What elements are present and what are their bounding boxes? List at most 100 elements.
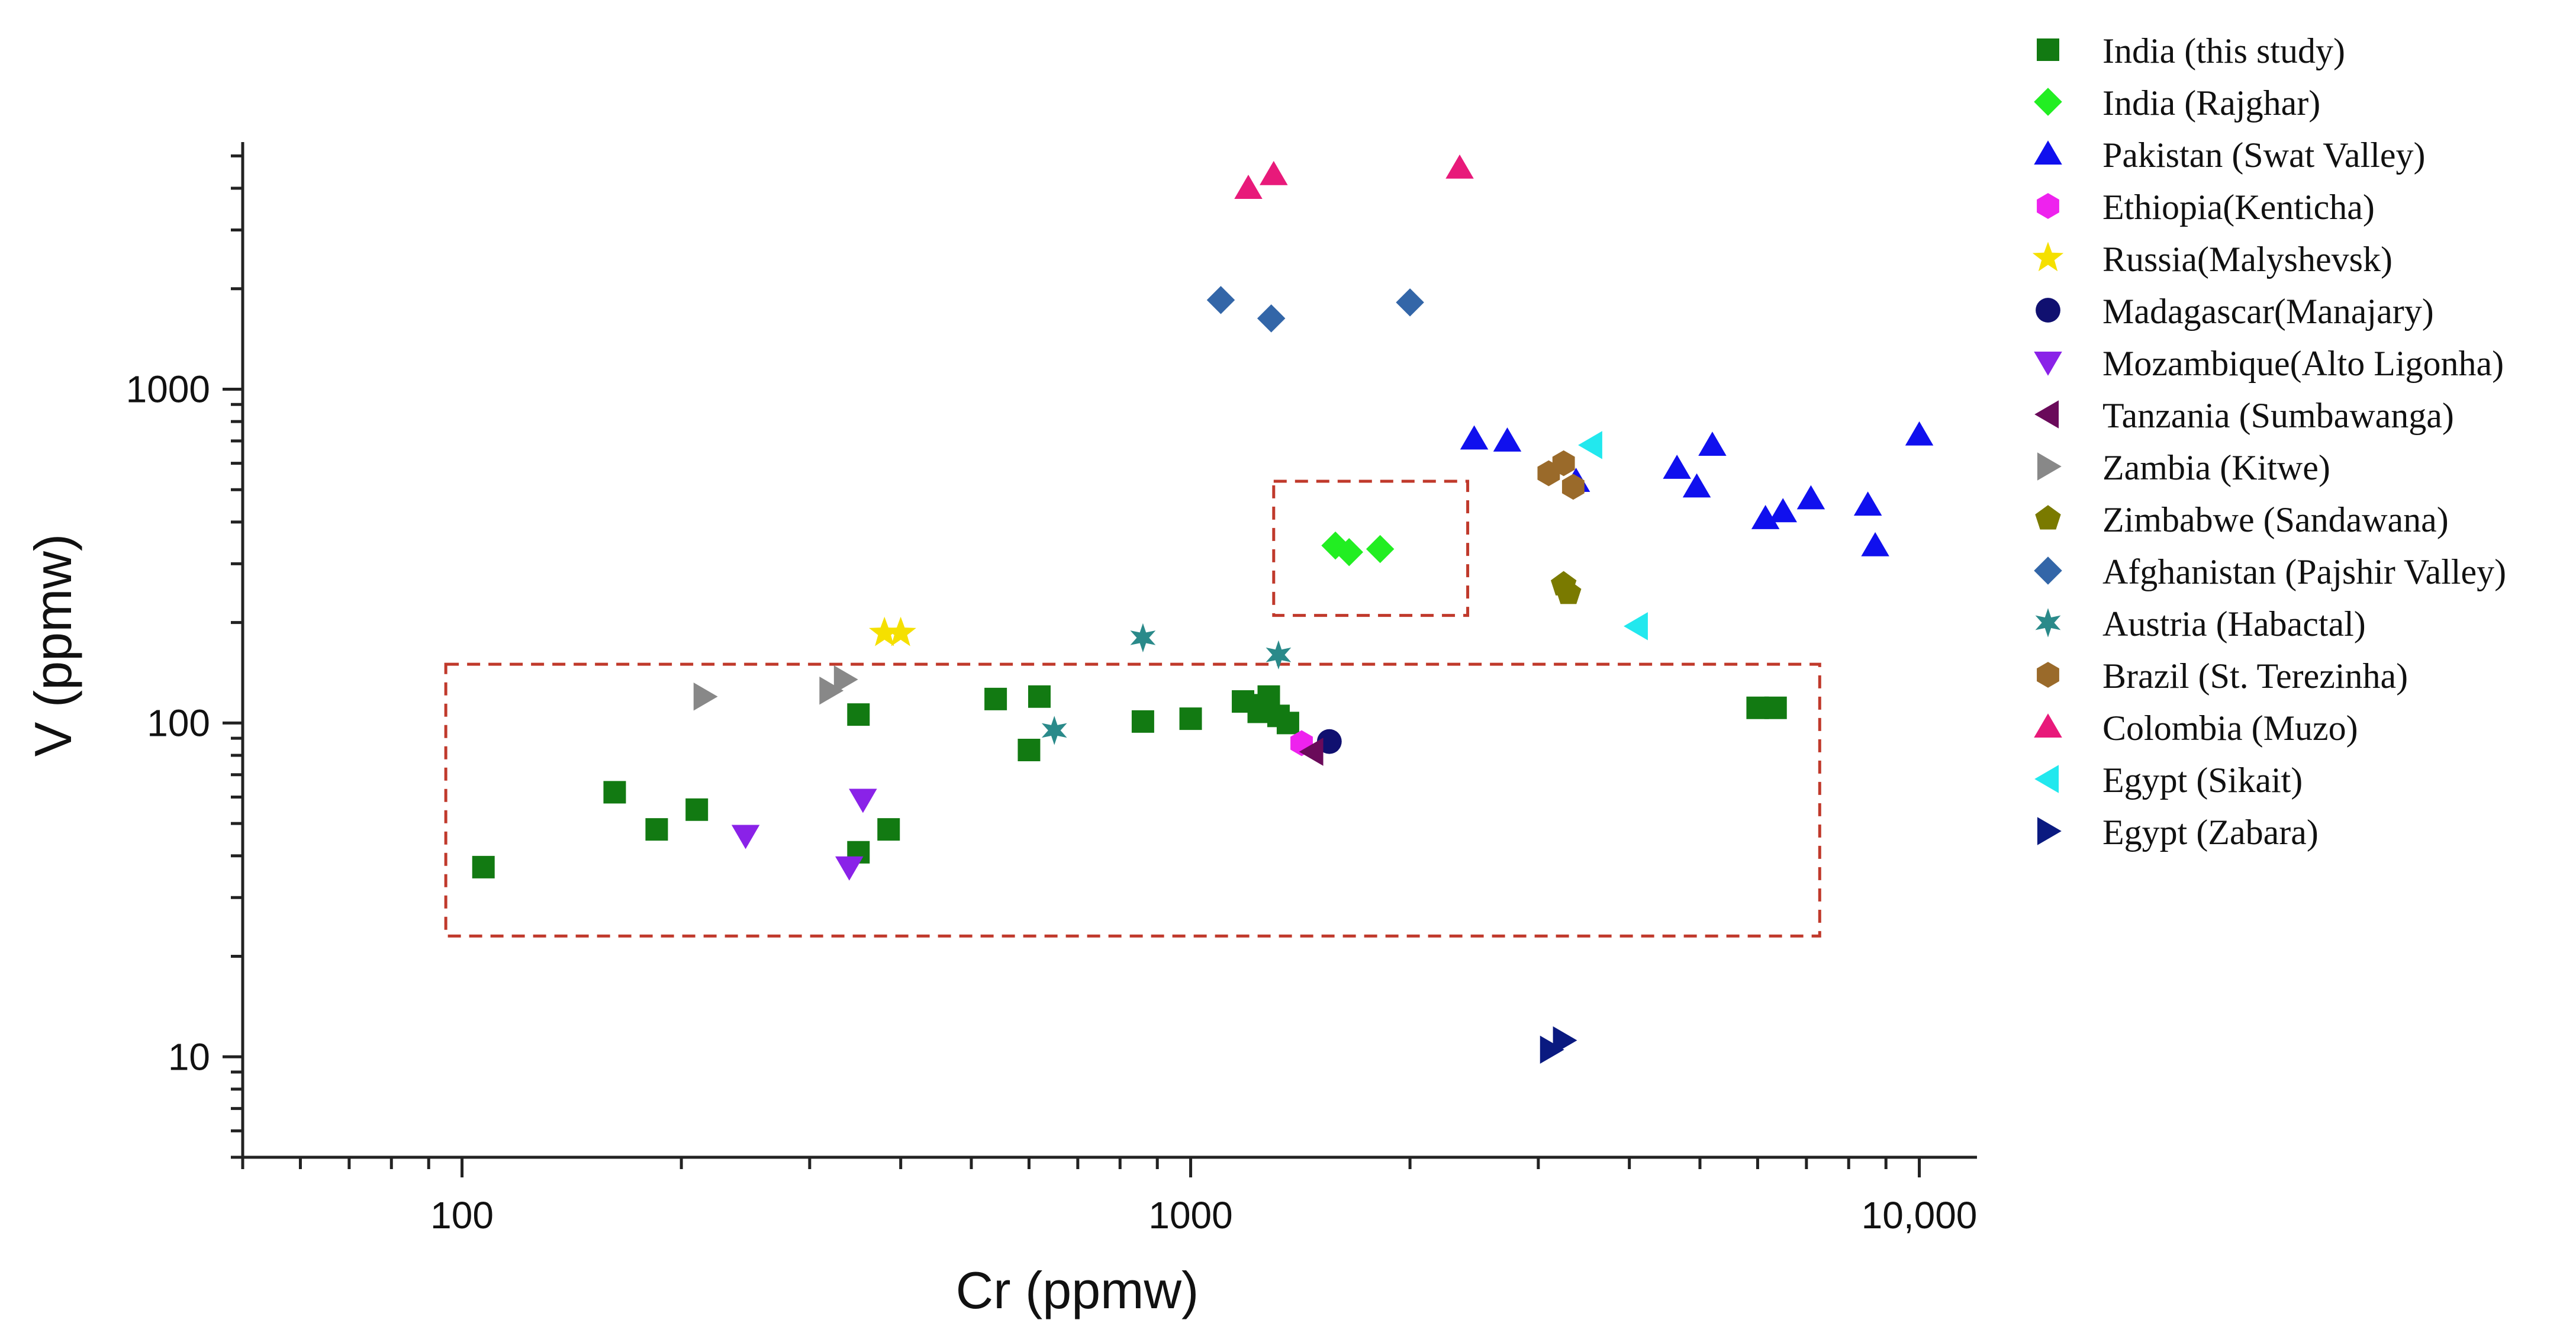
legend-label: Egypt (Zabara) [2102,813,2319,852]
legend-marker [2034,400,2059,429]
data-point [1578,431,1602,459]
data-point [984,687,1007,710]
data-point [1663,455,1691,479]
data-point [685,798,709,821]
data-point [1552,450,1575,477]
series-6 [731,788,877,881]
series-8 [693,665,858,711]
legend: India (this study) India (Rajghar) Pakista… [2032,31,2506,852]
legend-marker [2034,140,2062,165]
data-point [1905,421,1934,446]
legend-marker [2034,765,2059,793]
x-axis-title: Cr (ppmw) [956,1261,1199,1319]
data-point [1682,473,1711,498]
data-point [1257,685,1280,708]
legend-item: Austria (Habactal) [2035,604,2366,643]
data-point [1493,427,1522,452]
data-point [1276,712,1299,735]
y-tick-label: 100 [147,701,210,744]
legend-label: Afghanistan (Pajshir Valley) [2102,552,2506,591]
legend-label: Austria (Habactal) [2102,604,2366,643]
series-7 [1299,738,1324,766]
data-point [1698,432,1727,456]
legend-label: Tanzania (Sumbawanga) [2102,396,2454,435]
series-15 [1540,1026,1577,1064]
series-13 [1234,154,1474,199]
legend-marker [2037,817,2062,845]
data-point [1028,685,1051,708]
legend-marker [2035,505,2061,530]
data-point [1396,288,1424,317]
series-2 [1460,421,1934,556]
data-point [1257,304,1286,333]
data-point [1266,640,1292,670]
legend-label: Zambia (Kitwe) [2102,448,2330,487]
data-point [645,818,668,841]
legend-label: Ethiopia(Kenticha) [2102,188,2375,227]
legend-marker [2034,351,2062,376]
data-point [1366,535,1395,564]
legend-item: Madagascar(Manajary) [2036,292,2434,331]
legend-label: Russia(Malyshevsk) [2102,240,2393,279]
x-tick-label: 10,000 [1862,1194,1978,1237]
legend-label: Brazil (St. Terezinha) [2102,656,2408,696]
legend-item: Russia(Malyshevsk) [2032,240,2393,279]
y-axis-title: V (ppmw) [24,534,82,757]
data-point [869,616,900,646]
legend-item: Colombia (Muzo) [2034,709,2358,748]
legend-label: Mozambique(Alto Ligonha) [2102,344,2504,383]
y-tick-label: 1000 [126,368,210,410]
data-point [1540,1035,1564,1064]
legend-marker [2037,662,2059,688]
legend-label: India (Rajghar) [2102,83,2320,123]
data-point [1746,696,1769,719]
series-12 [1537,450,1585,500]
legend-marker [2034,713,2062,738]
legend-item: Afghanistan (Pajshir Valley) [2034,552,2506,591]
data-point [1234,175,1263,199]
data-point [1445,154,1474,179]
data-point [1460,425,1489,450]
data-point [833,665,858,694]
legend-item: Brazil (St. Terezinha) [2037,656,2408,696]
data-point [1335,537,1364,566]
x-tick-label: 100 [430,1194,494,1237]
highlight-regions [444,479,1821,938]
legend-item: Pakistan (Swat Valley) [2034,136,2425,175]
data-point [1556,580,1582,604]
legend-marker [2034,556,2062,585]
series-10 [1206,286,1424,333]
legend-item: Egypt (Sikait) [2034,761,2303,800]
legend-marker [2035,608,2061,638]
legend-marker [2037,38,2059,61]
data-point [847,703,870,726]
data-point [877,818,900,841]
data-points [472,154,1934,1064]
data-point [1041,716,1067,745]
series-9 [1550,571,1582,604]
data-point [1751,505,1780,529]
data-point [1624,612,1648,640]
series-1 [1321,531,1395,566]
region-rajghar [1272,479,1470,617]
data-point [1764,696,1787,719]
legend-item: India (this study) [2037,31,2345,70]
data-point [1796,485,1825,510]
legend-label: Pakistan (Swat Valley) [2102,136,2425,175]
legend-item: Tanzania (Sumbawanga) [2034,396,2454,435]
data-point [819,676,844,705]
legend-label: Colombia (Muzo) [2102,709,2358,748]
legend-marker [2032,242,2064,272]
data-point [1853,491,1882,516]
data-point [1206,286,1235,314]
series-14 [1578,431,1648,640]
legend-marker [2034,88,2062,116]
data-point [885,616,916,646]
legend-item: Zambia (Kitwe) [2037,448,2330,487]
data-point [1260,160,1288,185]
legend-item: Mozambique(Alto Ligonha) [2034,344,2504,383]
series-4 [869,616,916,646]
y-tick-label: 10 [168,1035,210,1078]
data-point [1561,474,1585,500]
